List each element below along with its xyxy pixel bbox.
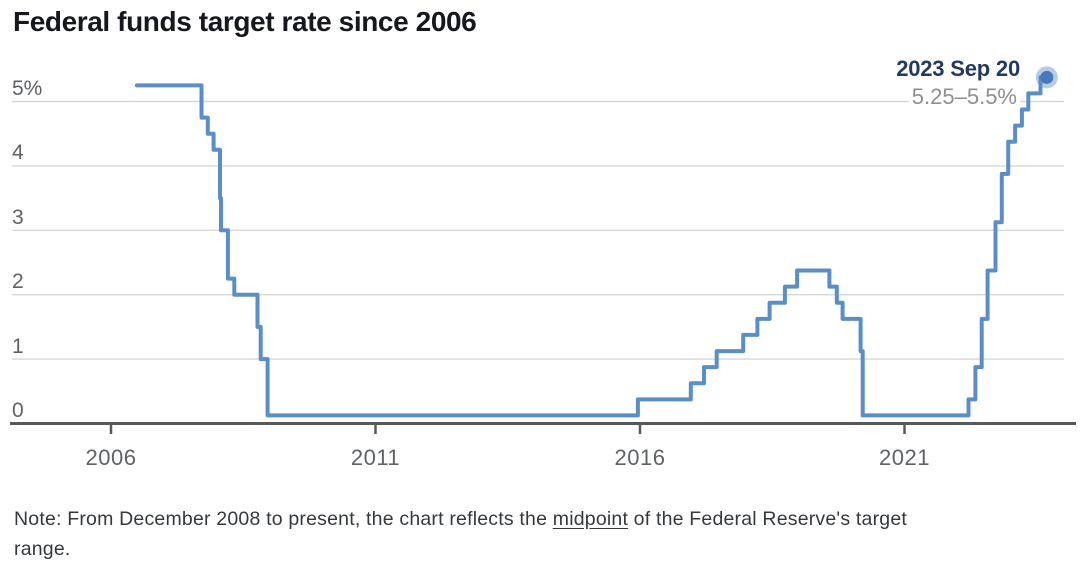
footnote: Note: From December 2008 to present, the… [14,504,1024,564]
footnote-text: Note: From December 2008 to present, the… [14,508,553,530]
y-axis-label: 2 [12,270,24,294]
y-axis-label: 0 [12,399,24,422]
y-axis-label: 1 [12,334,24,358]
end-annotation: 2023 Sep 20 5.25–5.5% [896,56,1020,109]
footnote-text: of the Federal Reserve's target [628,508,907,530]
y-axis-label: 4 [12,141,24,165]
annotation-date: 2023 Sep 20 [896,56,1020,81]
x-axis-label: 2006 [85,445,137,470]
footnote-underlined-word: midpoint [552,508,629,530]
y-axis-label: 5% [12,77,43,100]
chart-title: Federal funds target rate since 2006 [13,6,477,37]
x-axis-label: 2021 [879,445,930,470]
rate-step-line [134,75,1049,418]
footnote-line1: Note: From December 2008 to present, the… [14,504,1024,534]
end-dot-icon [1040,70,1054,84]
annotation-range: 5.25–5.5% [908,85,1020,109]
footnote-line2: range. [14,538,71,560]
x-axis-label: 2016 [614,445,666,470]
x-axis-label: 2011 [350,445,401,470]
y-axis-label: 3 [12,205,24,229]
